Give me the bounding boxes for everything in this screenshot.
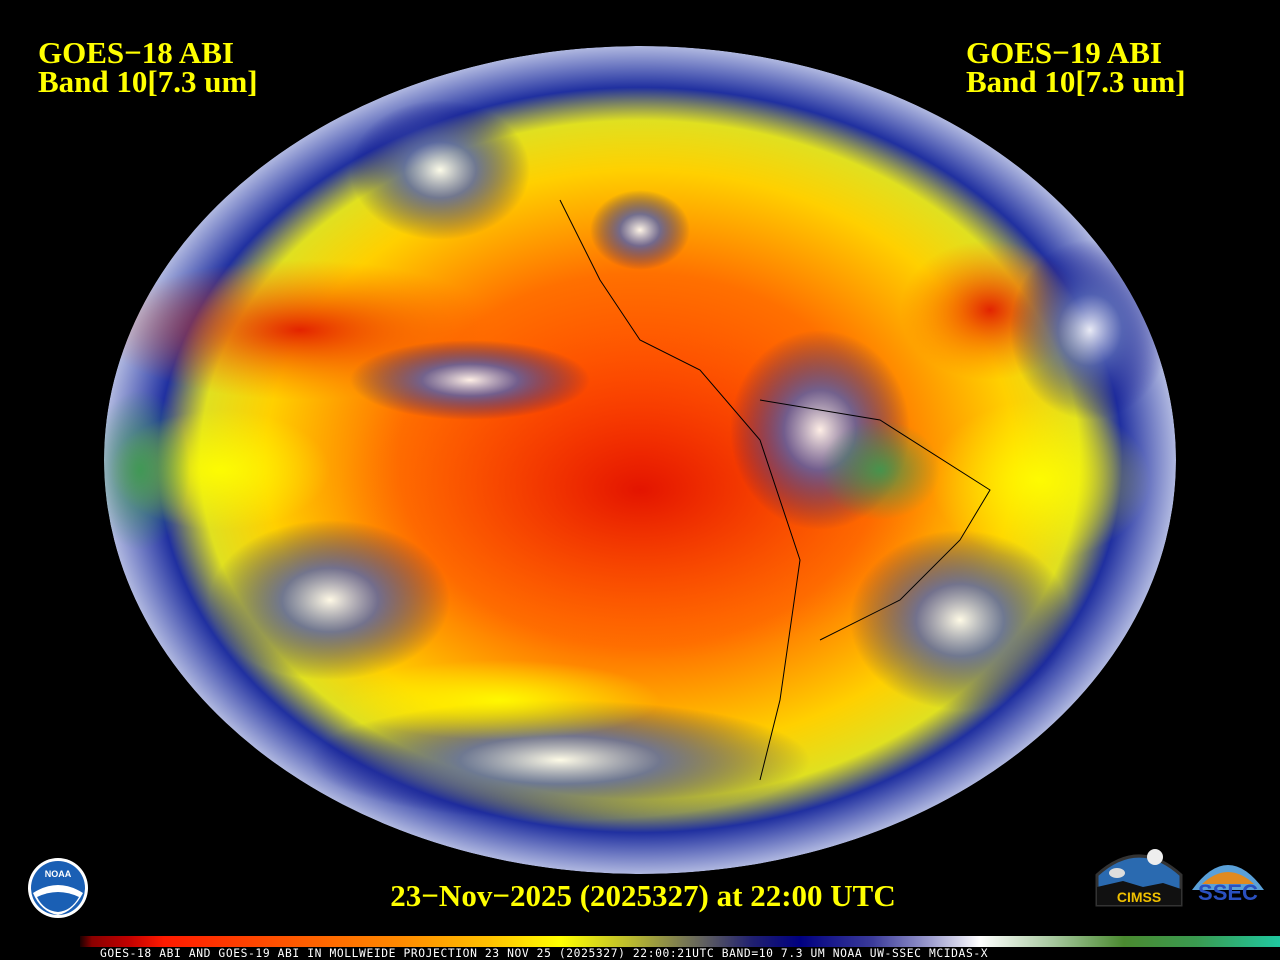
- noaa-logo: NOAA: [28, 858, 88, 918]
- svg-text:NOAA: NOAA: [45, 869, 72, 879]
- footer-info-strip: GOES-18 ABI AND GOES-19 ABI IN MOLLWEIDE…: [100, 947, 989, 960]
- right-satellite-name: GOES−19 ABI: [966, 35, 1162, 70]
- svg-text:SSEC: SSEC: [1198, 880, 1258, 905]
- ssec-logo: SSEC: [1192, 865, 1264, 905]
- left-band-label: Band 10[7.3 um]: [38, 64, 258, 99]
- left-satellite-label: GOES−18 ABI Band 10[7.3 um]: [38, 35, 258, 99]
- right-satellite-label: GOES−19 ABI Band 10[7.3 um]: [966, 35, 1186, 99]
- colorbar: [80, 936, 1280, 947]
- left-satellite-name: GOES−18 ABI: [38, 35, 234, 70]
- cimss-logo: CIMSS: [1095, 849, 1183, 907]
- timestamp: 23−Nov−2025 (2025327) at 22:00 UTC: [390, 878, 896, 913]
- svg-text:CIMSS: CIMSS: [1117, 889, 1161, 905]
- right-band-label: Band 10[7.3 um]: [966, 64, 1186, 99]
